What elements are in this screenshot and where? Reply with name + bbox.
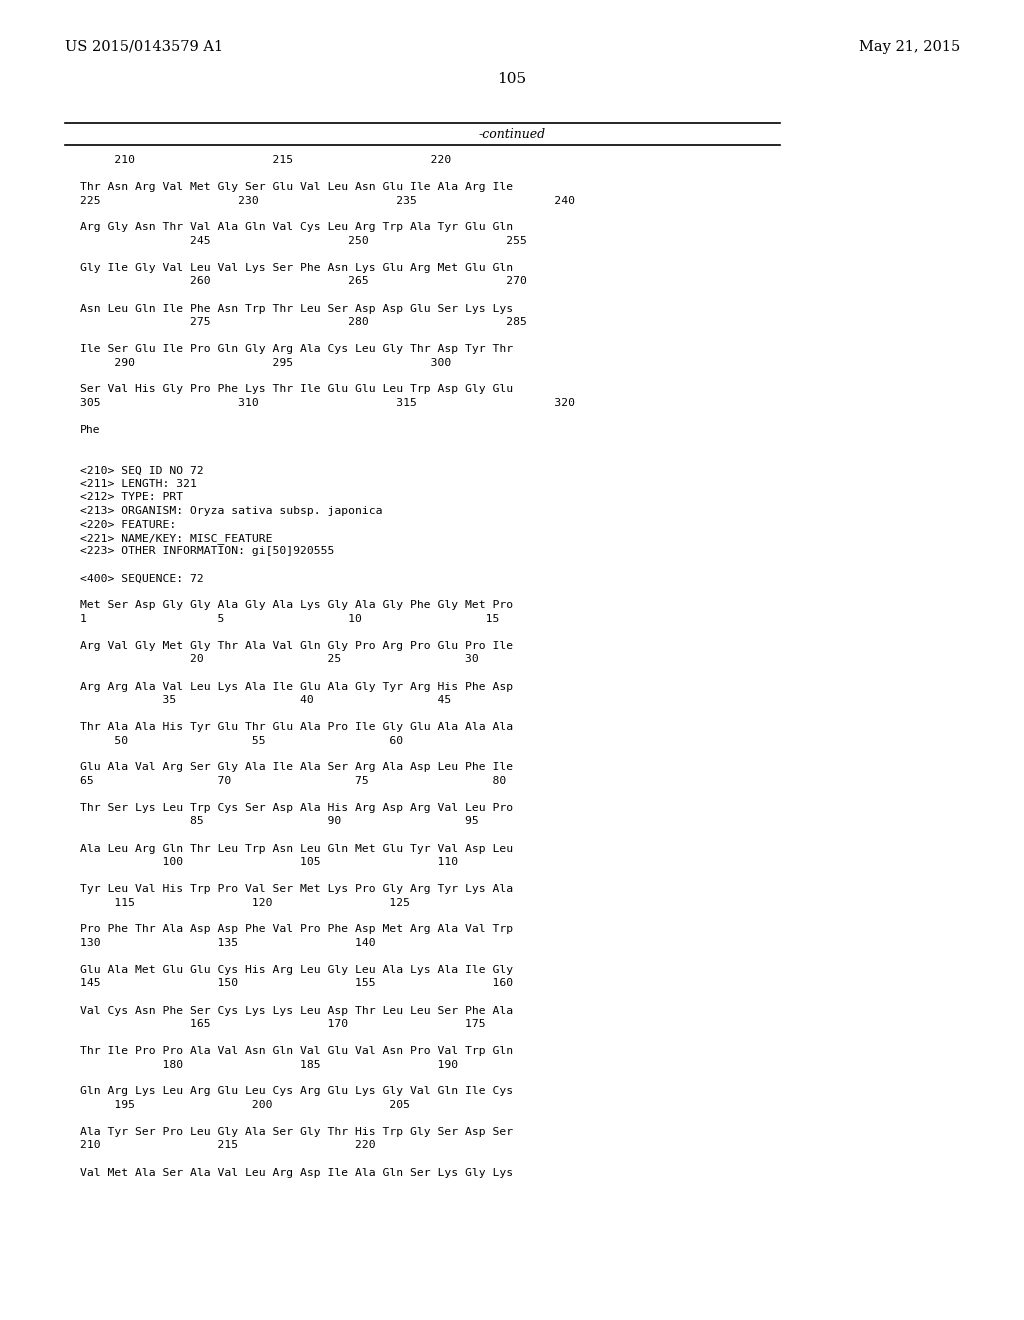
Text: 65                  70                  75                  80: 65 70 75 80 [80,776,506,785]
Text: 115                 120                 125: 115 120 125 [80,898,410,908]
Text: Thr Ser Lys Leu Trp Cys Ser Asp Ala His Arg Asp Arg Val Leu Pro: Thr Ser Lys Leu Trp Cys Ser Asp Ala His … [80,803,513,813]
Text: May 21, 2015: May 21, 2015 [859,40,961,54]
Text: <212> TYPE: PRT: <212> TYPE: PRT [80,492,183,503]
Text: <211> LENGTH: 321: <211> LENGTH: 321 [80,479,197,488]
Text: 275                    280                    285: 275 280 285 [80,317,527,327]
Text: Val Met Ala Ser Ala Val Leu Arg Asp Ile Ala Gln Ser Lys Gly Lys: Val Met Ala Ser Ala Val Leu Arg Asp Ile … [80,1167,513,1177]
Text: 305                    310                    315                    320: 305 310 315 320 [80,399,575,408]
Text: 245                    250                    255: 245 250 255 [80,236,527,246]
Text: Thr Ile Pro Pro Ala Val Asn Gln Val Glu Val Asn Pro Val Trp Gln: Thr Ile Pro Pro Ala Val Asn Gln Val Glu … [80,1045,513,1056]
Text: 1                   5                  10                  15: 1 5 10 15 [80,614,500,624]
Text: <213> ORGANISM: Oryza sativa subsp. japonica: <213> ORGANISM: Oryza sativa subsp. japo… [80,506,383,516]
Text: <210> SEQ ID NO 72: <210> SEQ ID NO 72 [80,466,204,475]
Text: 145                 150                 155                 160: 145 150 155 160 [80,978,513,989]
Text: Thr Asn Arg Val Met Gly Ser Glu Val Leu Asn Glu Ile Ala Arg Ile: Thr Asn Arg Val Met Gly Ser Glu Val Leu … [80,182,513,191]
Text: 260                    265                    270: 260 265 270 [80,276,527,286]
Text: Phe: Phe [80,425,100,436]
Text: 20                  25                  30: 20 25 30 [80,655,479,664]
Text: Arg Val Gly Met Gly Thr Ala Val Gln Gly Pro Arg Pro Glu Pro Ile: Arg Val Gly Met Gly Thr Ala Val Gln Gly … [80,642,513,651]
Text: 130                 135                 140: 130 135 140 [80,939,376,948]
Text: 50                  55                  60: 50 55 60 [80,735,403,746]
Text: 195                 200                 205: 195 200 205 [80,1100,410,1110]
Text: 225                    230                    235                    240: 225 230 235 240 [80,195,575,206]
Text: Glu Ala Val Arg Ser Gly Ala Ile Ala Ser Arg Ala Asp Leu Phe Ile: Glu Ala Val Arg Ser Gly Ala Ile Ala Ser … [80,763,513,772]
Text: US 2015/0143579 A1: US 2015/0143579 A1 [65,40,223,54]
Text: 180                 185                 190: 180 185 190 [80,1060,458,1069]
Text: -continued: -continued [478,128,546,141]
Text: Met Ser Asp Gly Gly Ala Gly Ala Lys Gly Ala Gly Phe Gly Met Pro: Met Ser Asp Gly Gly Ala Gly Ala Lys Gly … [80,601,513,610]
Text: <223> OTHER INFORMATION: gi[50]920555: <223> OTHER INFORMATION: gi[50]920555 [80,546,335,557]
Text: 85                  90                  95: 85 90 95 [80,817,479,826]
Text: 210                 215                 220: 210 215 220 [80,1140,376,1151]
Text: <221> NAME/KEY: MISC_FEATURE: <221> NAME/KEY: MISC_FEATURE [80,533,272,544]
Text: Thr Ala Ala His Tyr Glu Thr Glu Ala Pro Ile Gly Glu Ala Ala Ala: Thr Ala Ala His Tyr Glu Thr Glu Ala Pro … [80,722,513,733]
Text: 165                 170                 175: 165 170 175 [80,1019,485,1030]
Text: Ala Tyr Ser Pro Leu Gly Ala Ser Gly Thr His Trp Gly Ser Asp Ser: Ala Tyr Ser Pro Leu Gly Ala Ser Gly Thr … [80,1127,513,1137]
Text: Tyr Leu Val His Trp Pro Val Ser Met Lys Pro Gly Arg Tyr Lys Ala: Tyr Leu Val His Trp Pro Val Ser Met Lys … [80,884,513,894]
Text: Ala Leu Arg Gln Thr Leu Trp Asn Leu Gln Met Glu Tyr Val Asp Leu: Ala Leu Arg Gln Thr Leu Trp Asn Leu Gln … [80,843,513,854]
Text: <400> SEQUENCE: 72: <400> SEQUENCE: 72 [80,573,204,583]
Text: Arg Gly Asn Thr Val Ala Gln Val Cys Leu Arg Trp Ala Tyr Glu Gln: Arg Gly Asn Thr Val Ala Gln Val Cys Leu … [80,223,513,232]
Text: Asn Leu Gln Ile Phe Asn Trp Thr Leu Ser Asp Asp Glu Ser Lys Lys: Asn Leu Gln Ile Phe Asn Trp Thr Leu Ser … [80,304,513,314]
Text: Val Cys Asn Phe Ser Cys Lys Lys Leu Asp Thr Leu Leu Ser Phe Ala: Val Cys Asn Phe Ser Cys Lys Lys Leu Asp … [80,1006,513,1015]
Text: 290                    295                    300: 290 295 300 [80,358,452,367]
Text: 210                    215                    220: 210 215 220 [80,154,452,165]
Text: Gln Arg Lys Leu Arg Glu Leu Cys Arg Glu Lys Gly Val Gln Ile Cys: Gln Arg Lys Leu Arg Glu Leu Cys Arg Glu … [80,1086,513,1097]
Text: 35                  40                  45: 35 40 45 [80,696,452,705]
Text: Ser Val His Gly Pro Phe Lys Thr Ile Glu Glu Leu Trp Asp Gly Glu: Ser Val His Gly Pro Phe Lys Thr Ile Glu … [80,384,513,395]
Text: Ile Ser Glu Ile Pro Gln Gly Arg Ala Cys Leu Gly Thr Asp Tyr Thr: Ile Ser Glu Ile Pro Gln Gly Arg Ala Cys … [80,345,513,354]
Text: Gly Ile Gly Val Leu Val Lys Ser Phe Asn Lys Glu Arg Met Glu Gln: Gly Ile Gly Val Leu Val Lys Ser Phe Asn … [80,263,513,273]
Text: 100                 105                 110: 100 105 110 [80,857,458,867]
Text: Pro Phe Thr Ala Asp Asp Phe Val Pro Phe Asp Met Arg Ala Val Trp: Pro Phe Thr Ala Asp Asp Phe Val Pro Phe … [80,924,513,935]
Text: Glu Ala Met Glu Glu Cys His Arg Leu Gly Leu Ala Lys Ala Ile Gly: Glu Ala Met Glu Glu Cys His Arg Leu Gly … [80,965,513,975]
Text: 105: 105 [498,73,526,86]
Text: Arg Arg Ala Val Leu Lys Ala Ile Glu Ala Gly Tyr Arg His Phe Asp: Arg Arg Ala Val Leu Lys Ala Ile Glu Ala … [80,681,513,692]
Text: <220> FEATURE:: <220> FEATURE: [80,520,176,529]
